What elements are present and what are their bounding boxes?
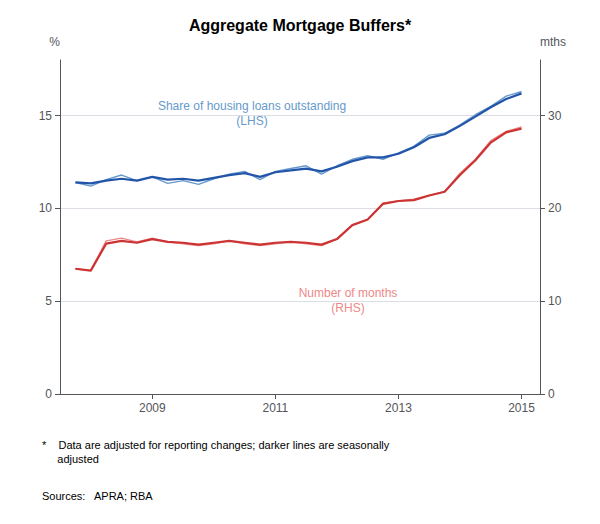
svg-text:Share of housing loans outstan: Share of housing loans outstanding	[158, 99, 346, 113]
svg-text:(LHS): (LHS)	[236, 114, 267, 128]
svg-text:adjusted: adjusted	[42, 453, 99, 465]
svg-text:30: 30	[548, 109, 562, 123]
svg-text:20: 20	[548, 201, 562, 215]
svg-text:10: 10	[39, 201, 53, 215]
svg-text:* Data are adjusted for rep: * Data are adjusted for reporting change…	[42, 439, 390, 451]
svg-text:15: 15	[39, 109, 53, 123]
svg-text:mths: mths	[540, 35, 566, 49]
svg-text:%: %	[49, 35, 60, 49]
svg-text:2009: 2009	[139, 401, 166, 415]
svg-text:(RHS): (RHS)	[331, 301, 364, 315]
svg-text:Aggregate Mortgage Buffers*: Aggregate Mortgage Buffers*	[189, 17, 412, 34]
svg-text:10: 10	[548, 294, 562, 308]
svg-text:Number of months: Number of months	[299, 286, 398, 300]
svg-text:0: 0	[45, 387, 52, 401]
svg-text:Sources: APRA; RBA: Sources: APRA; RBA	[42, 490, 153, 502]
svg-text:0: 0	[548, 387, 555, 401]
svg-text:5: 5	[45, 294, 52, 308]
svg-text:2013: 2013	[385, 401, 412, 415]
svg-text:2015: 2015	[508, 401, 535, 415]
svg-text:2011: 2011	[262, 401, 288, 415]
